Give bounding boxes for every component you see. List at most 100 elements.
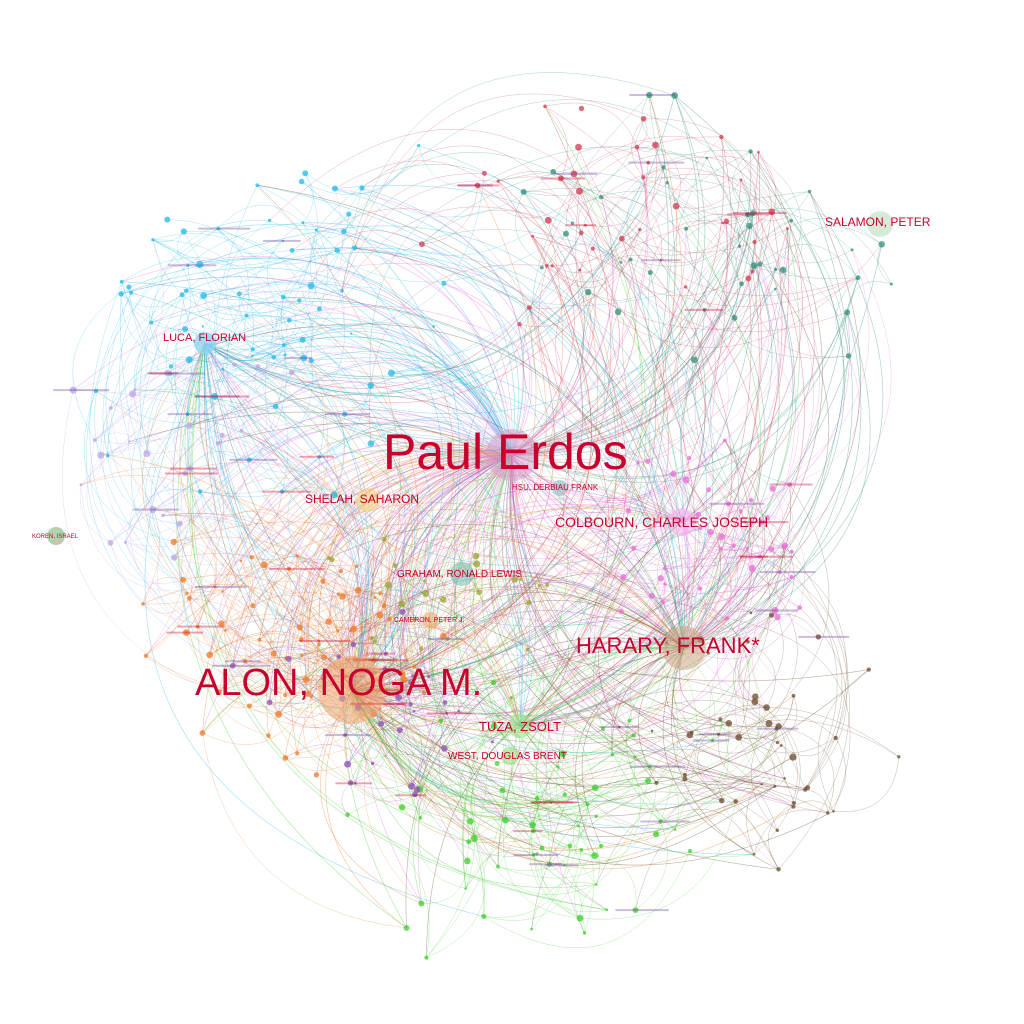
node[interactable]: [384, 581, 392, 589]
node[interactable]: [307, 282, 315, 290]
node[interactable]: [792, 801, 796, 805]
node[interactable]: [525, 647, 530, 652]
node[interactable]: [321, 654, 328, 661]
node[interactable]: [545, 582, 550, 587]
node[interactable]: [698, 526, 703, 531]
node[interactable]: [119, 279, 124, 284]
node[interactable]: [343, 733, 347, 737]
node-label-harary[interactable]: HARARY, FRANK*: [576, 633, 760, 658]
node[interactable]: [69, 386, 77, 394]
node[interactable]: [748, 149, 753, 154]
node[interactable]: [326, 556, 331, 560]
node[interactable]: [223, 629, 227, 632]
node[interactable]: [638, 228, 642, 232]
node[interactable]: [878, 241, 885, 248]
node[interactable]: [686, 731, 694, 739]
node[interactable]: [197, 489, 203, 494]
node[interactable]: [682, 776, 688, 782]
node[interactable]: [791, 693, 796, 698]
node[interactable]: [576, 824, 580, 828]
node[interactable]: [255, 364, 261, 369]
node[interactable]: [687, 849, 693, 854]
node[interactable]: [176, 520, 183, 527]
node[interactable]: [302, 170, 309, 177]
node[interactable]: [367, 440, 375, 447]
node[interactable]: [591, 852, 599, 860]
node[interactable]: [216, 689, 222, 695]
node[interactable]: [775, 741, 780, 745]
node[interactable]: [342, 411, 348, 417]
node[interactable]: [599, 194, 604, 200]
node[interactable]: [723, 218, 730, 224]
node[interactable]: [645, 458, 651, 464]
node[interactable]: [170, 554, 178, 561]
node[interactable]: [382, 666, 388, 672]
node[interactable]: [705, 156, 709, 160]
node[interactable]: [496, 179, 500, 183]
node[interactable]: [438, 718, 444, 724]
node[interactable]: [108, 406, 113, 410]
node[interactable]: [490, 722, 498, 730]
node[interactable]: [653, 831, 660, 838]
node[interactable]: [757, 150, 760, 154]
node[interactable]: [502, 816, 509, 824]
node[interactable]: [378, 591, 383, 596]
node[interactable]: [684, 226, 689, 231]
node[interactable]: [143, 450, 151, 458]
node[interactable]: [412, 709, 416, 713]
node[interactable]: [752, 693, 759, 700]
node[interactable]: [625, 507, 632, 514]
node[interactable]: [186, 422, 193, 429]
node[interactable]: [474, 182, 481, 189]
node[interactable]: [563, 864, 566, 867]
node[interactable]: [661, 165, 666, 170]
node[interactable]: [776, 867, 781, 872]
node[interactable]: [211, 393, 219, 400]
node-label-koren[interactable]: KOREN, ISRAEL: [32, 534, 79, 540]
node[interactable]: [419, 241, 425, 248]
node[interactable]: [221, 367, 225, 371]
node[interactable]: [752, 239, 757, 245]
node[interactable]: [187, 595, 192, 601]
node[interactable]: [270, 650, 277, 657]
node[interactable]: [733, 799, 738, 804]
node-label-salamon[interactable]: SALAMON, PETER: [825, 215, 931, 229]
node[interactable]: [745, 212, 751, 218]
node[interactable]: [161, 513, 165, 518]
node[interactable]: [585, 802, 590, 807]
node[interactable]: [654, 518, 657, 521]
node[interactable]: [354, 782, 357, 785]
node[interactable]: [299, 336, 306, 343]
node[interactable]: [658, 819, 663, 824]
node[interactable]: [218, 620, 225, 627]
node[interactable]: [526, 600, 532, 606]
node[interactable]: [738, 509, 743, 514]
node[interactable]: [249, 555, 254, 560]
node[interactable]: [339, 593, 346, 600]
node[interactable]: [672, 202, 680, 210]
node[interactable]: [185, 356, 193, 364]
node[interactable]: [185, 412, 190, 417]
node[interactable]: [737, 244, 742, 248]
node[interactable]: [610, 753, 614, 757]
node[interactable]: [529, 821, 536, 829]
node[interactable]: [200, 292, 208, 299]
node[interactable]: [634, 144, 640, 150]
node[interactable]: [779, 744, 783, 747]
node[interactable]: [396, 727, 403, 734]
node[interactable]: [440, 632, 447, 640]
node[interactable]: [578, 268, 582, 272]
node[interactable]: [758, 554, 762, 559]
node-label-hsu[interactable]: HSU, DERBIAU FRANK: [512, 483, 599, 492]
node[interactable]: [719, 797, 725, 804]
node[interactable]: [594, 883, 598, 886]
node[interactable]: [251, 354, 254, 358]
node[interactable]: [313, 772, 320, 778]
node[interactable]: [517, 322, 522, 327]
node[interactable]: [309, 695, 314, 699]
node[interactable]: [164, 370, 171, 377]
node[interactable]: [546, 861, 552, 867]
node[interactable]: [406, 660, 409, 663]
node[interactable]: [764, 515, 770, 521]
node[interactable]: [182, 470, 188, 477]
